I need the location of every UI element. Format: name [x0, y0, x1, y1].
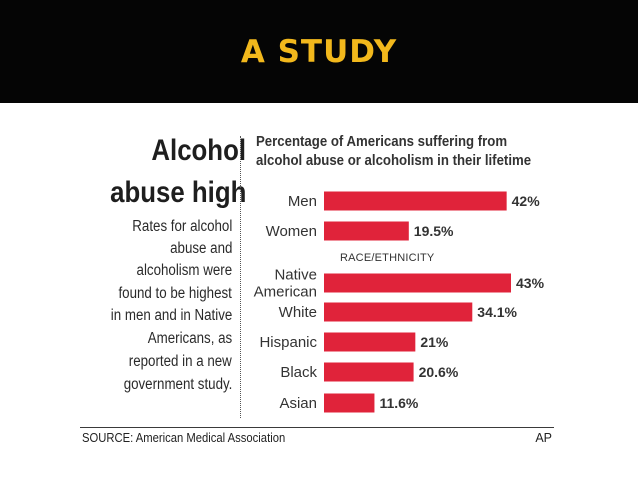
bar	[324, 393, 375, 413]
category-label: Women	[266, 223, 317, 240]
bar	[324, 191, 507, 211]
bar	[324, 362, 414, 382]
headline-line-2: abuse high	[109, 176, 246, 209]
column-divider	[240, 136, 241, 418]
value-label: 34.1%	[477, 304, 517, 320]
value-label: 20.6%	[419, 364, 459, 380]
slide-title: A STUDY	[240, 34, 398, 70]
bottom-rule	[80, 427, 554, 428]
chart-title-line-1: Percentage of Americans suffering from	[256, 133, 508, 150]
category-label: Asian	[279, 395, 317, 412]
description-line: found to be highest	[118, 285, 232, 302]
bar	[324, 221, 409, 241]
description-line: government study.	[123, 376, 232, 393]
credit-ap: AP	[535, 431, 552, 445]
value-label: 21%	[420, 334, 449, 350]
title-bar: A STUDY	[0, 0, 638, 103]
headline-line-1: Alcohol	[151, 134, 246, 167]
description-line: in men and in Native	[110, 307, 232, 324]
category-label: Black	[280, 364, 317, 381]
category-label: Hispanic	[259, 334, 317, 351]
category-label: Men	[288, 193, 317, 210]
description-line: reported in a new	[128, 353, 232, 370]
value-label: 11.6%	[379, 395, 418, 411]
bar	[324, 332, 416, 352]
bar	[324, 302, 473, 322]
bar	[324, 273, 511, 293]
description-line: Americans, as	[147, 330, 232, 347]
category-label: Native American	[254, 267, 317, 301]
section-label-race-ethnicity: RACE/ETHNICITY	[340, 252, 435, 264]
source-note: SOURCE: American Medical Association	[82, 431, 286, 445]
value-label: 43%	[516, 275, 545, 291]
value-label: 42%	[512, 193, 541, 209]
description-line: abuse and	[169, 240, 232, 257]
category-label: White	[279, 304, 317, 321]
description-line: Rates for alcohol	[131, 218, 232, 235]
chart-title-line-2: alcohol abuse or alcoholism in their lif…	[256, 152, 532, 169]
description-line: alcoholism were	[136, 262, 232, 279]
value-label: 19.5%	[414, 223, 454, 239]
